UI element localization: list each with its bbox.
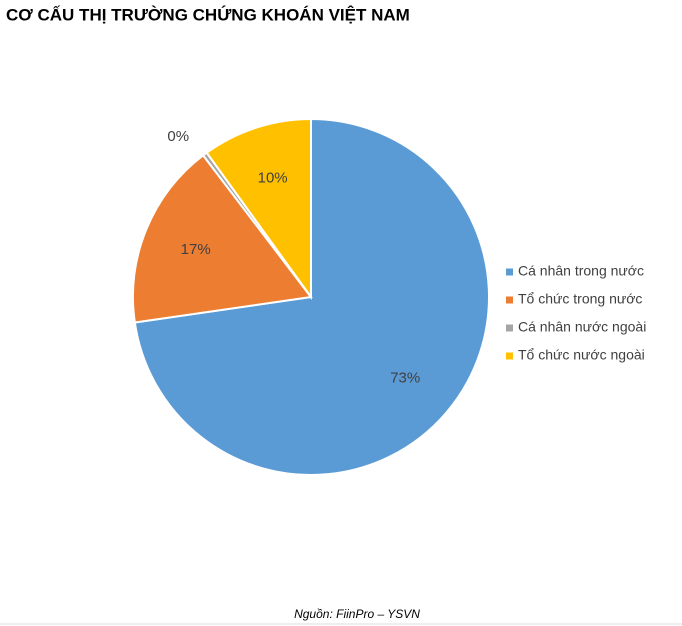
legend-swatch <box>506 296 513 304</box>
data-label: 10% <box>258 169 288 186</box>
data-label: 0% <box>167 128 189 145</box>
pie-slice <box>205 117 312 301</box>
chart-title: CƠ CẤU THỊ TRƯỜNG CHỨNG KHOÁN VIỆT NAM <box>6 5 410 24</box>
legend-label: Cá nhân trong nước <box>518 263 644 279</box>
legend-label: Tổ chức nước ngoài <box>518 347 645 363</box>
legend-label: Tổ chức trong nước <box>518 291 642 307</box>
source-note: Nguồn: FiinPro – YSVN <box>294 607 420 621</box>
legend-swatch <box>506 324 513 332</box>
legend-swatch <box>506 268 513 276</box>
legend-label: Cá nhân nước ngoài <box>518 319 646 335</box>
data-label: 73% <box>390 370 420 387</box>
data-label: 17% <box>181 241 211 258</box>
legend-swatch <box>506 352 513 360</box>
pie-slice <box>132 153 313 324</box>
